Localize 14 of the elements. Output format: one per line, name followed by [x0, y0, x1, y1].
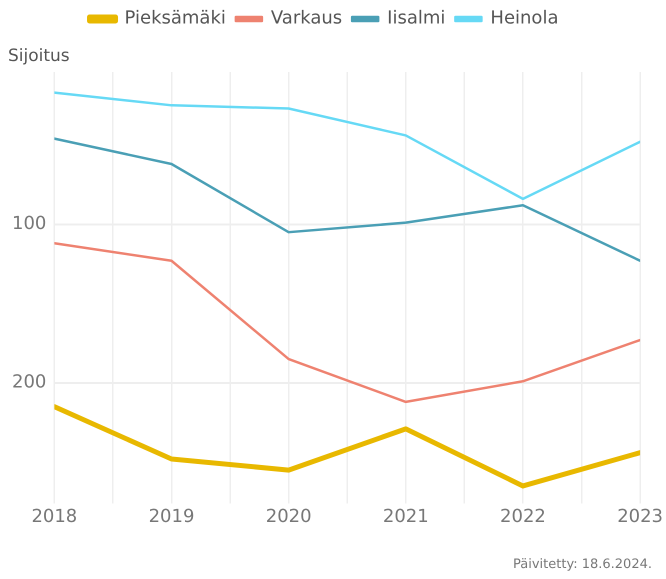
y-tick-label: 100 — [12, 212, 46, 234]
legend-label: Pieksämäki — [124, 8, 226, 29]
x-tick-label: 2018 — [31, 506, 78, 527]
text: Päivitetty: 18.6.2024. — [513, 557, 652, 573]
legend-label: Iisalmi — [387, 8, 446, 29]
y-tick-label: 200 — [12, 372, 46, 393]
x-tick-label: 2021 — [382, 506, 429, 527]
x-tick-label: 2019 — [148, 506, 194, 527]
legend-label: Heinola — [490, 8, 558, 29]
x-tick-label: 2022 — [500, 506, 546, 527]
y-axis-title: Sijoitus — [8, 46, 70, 66]
x-tick-label: 2023 — [617, 506, 663, 527]
x-tick-label: 2020 — [266, 506, 312, 527]
legend-label: Varkaus — [270, 8, 342, 29]
